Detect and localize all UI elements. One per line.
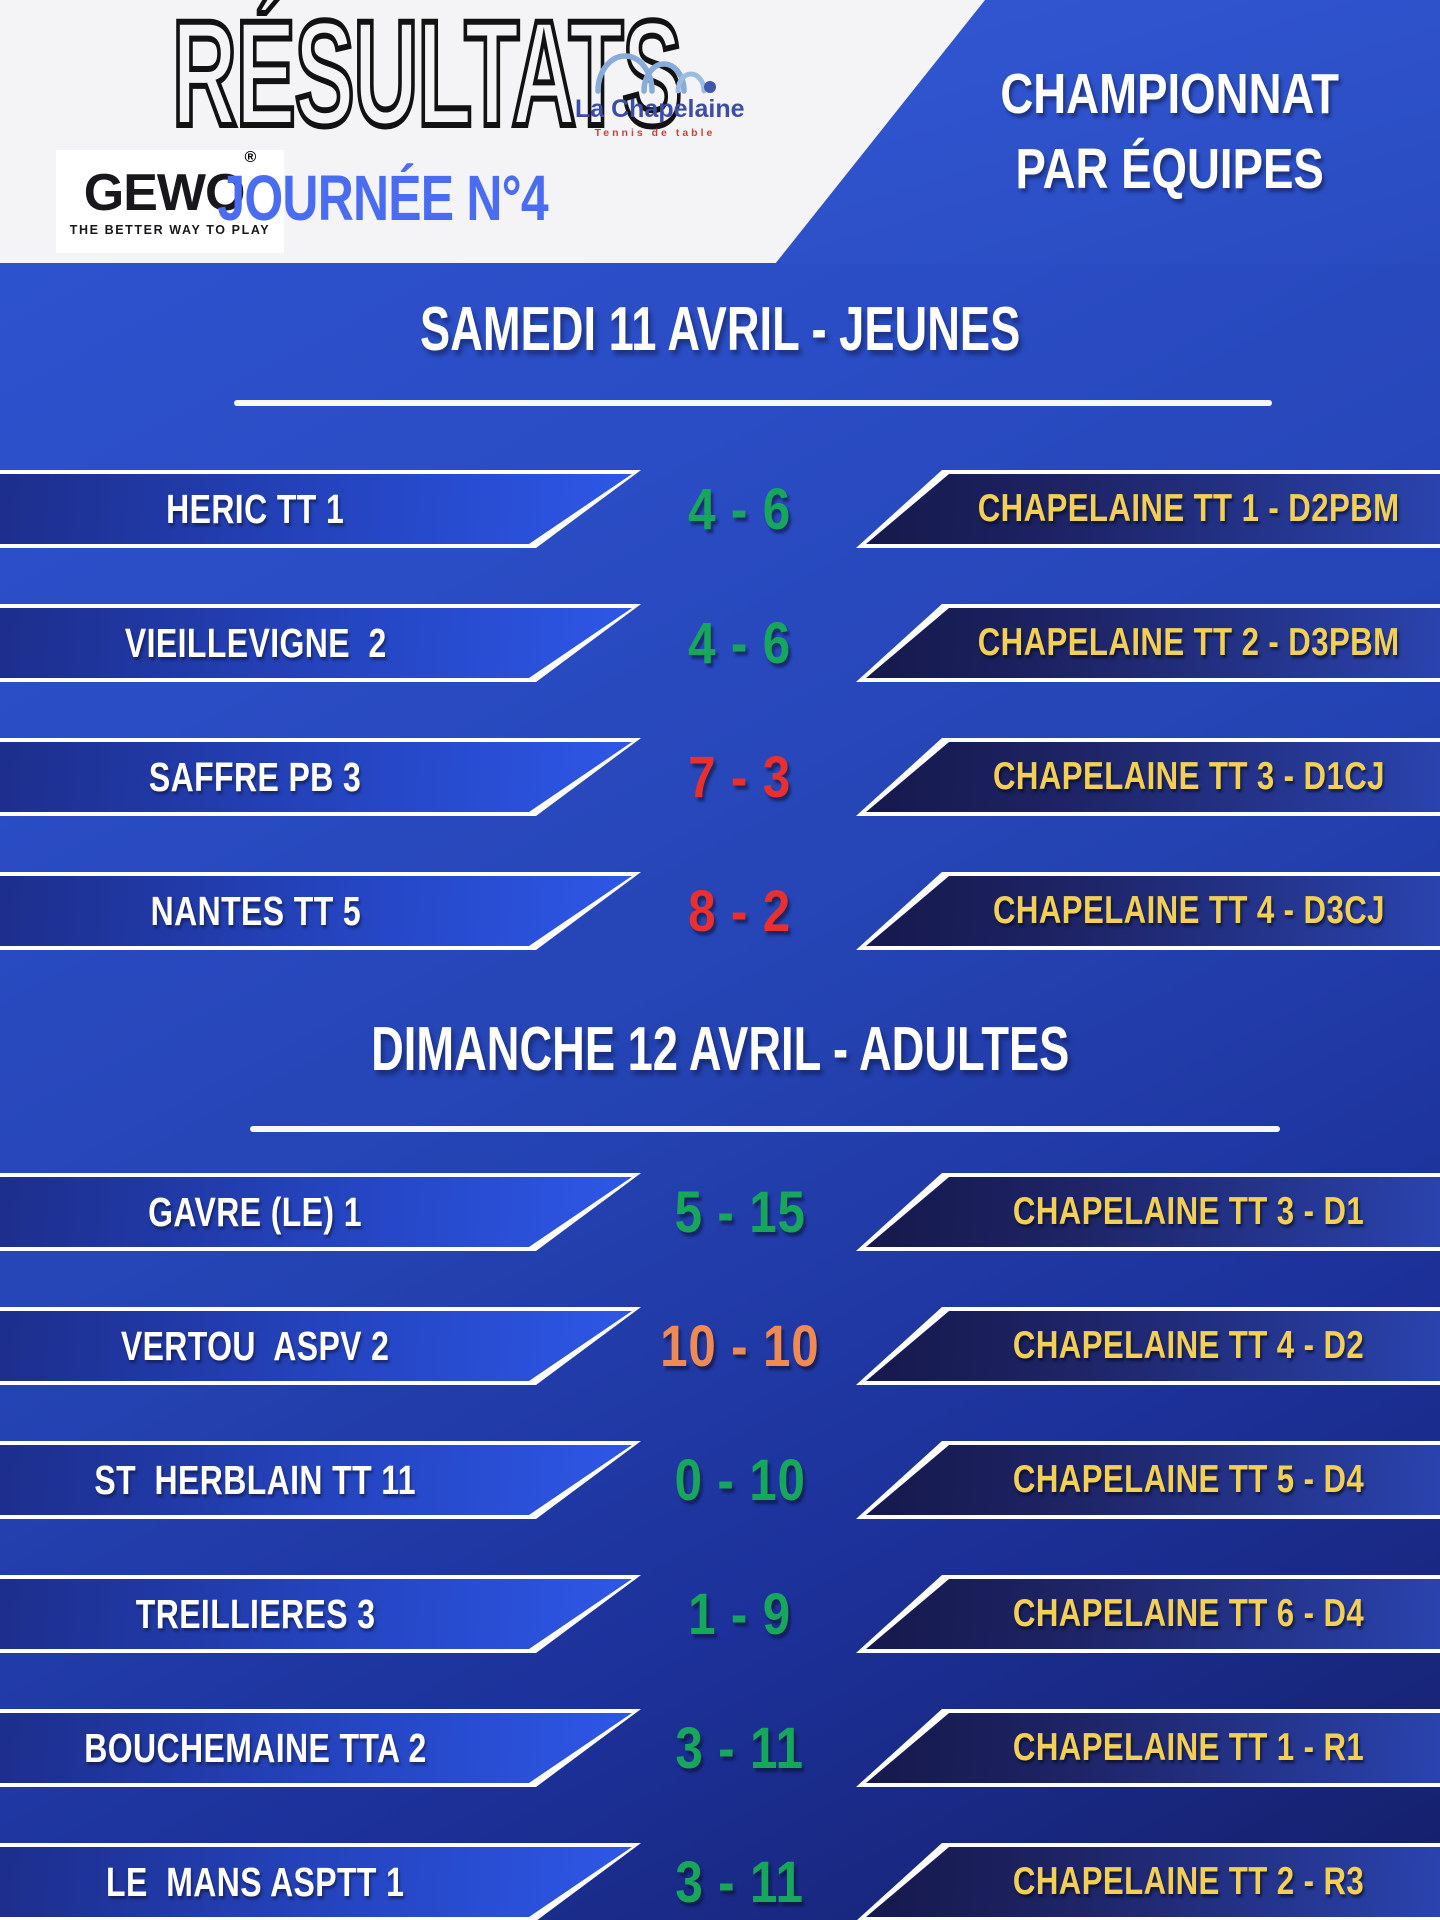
home-team-name: ST HERBLAIN TT 11	[94, 1456, 417, 1503]
section-jeunes-rows: HERIC TT 1 4 - 6 CHAPELAINE TT 1 - D2PBM…	[0, 470, 1440, 1006]
score-value: 7 - 3	[688, 744, 792, 810]
competition-line2: PAR ÉQUIPES	[1015, 137, 1325, 201]
away-team-name: CHAPELAINE TT 3 - D1CJ	[993, 755, 1385, 798]
sponsor-tagline: THE BETTER WAY TO PLAY	[69, 222, 271, 237]
away-team-banner: CHAPELAINE TT 6 - D4	[856, 1575, 1440, 1653]
home-team-banner: TREILLIERES 3	[0, 1575, 641, 1653]
score: 4 - 6	[620, 604, 860, 682]
away-team-banner: CHAPELAINE TT 2 - D3PBM	[856, 604, 1440, 682]
score-value: 3 - 11	[675, 1849, 805, 1915]
away-team-banner: CHAPELAINE TT 5 - D4	[856, 1441, 1440, 1519]
sponsor-logo: GEWO® THE BETTER WAY TO PLAY	[56, 148, 284, 253]
away-team-banner: CHAPELAINE TT 3 - D1CJ	[856, 738, 1440, 816]
score: 10 - 10	[620, 1307, 860, 1385]
section-title-adultes: DIMANCHE 12 AVRIL - ADULTES	[370, 1015, 1070, 1084]
club-logo: La Chapelaine Tennis de table	[575, 15, 745, 150]
match-row: GAVRE (LE) 1 5 - 15 CHAPELAINE TT 3 - D1	[0, 1173, 1440, 1251]
club-subtitle: Tennis de table	[594, 127, 716, 139]
score-value: 4 - 6	[688, 476, 792, 542]
away-team-name: CHAPELAINE TT 4 - D3CJ	[993, 889, 1385, 932]
score-value: 5 - 15	[674, 1179, 806, 1245]
home-team-name: GAVRE (LE) 1	[148, 1188, 363, 1235]
home-team-banner: ST HERBLAIN TT 11	[0, 1441, 641, 1519]
home-team-banner: GAVRE (LE) 1	[0, 1173, 641, 1251]
away-team-name: CHAPELAINE TT 2 - D3PBM	[978, 621, 1400, 664]
home-team-banner: SAFFRE PB 3	[0, 738, 641, 816]
section-divider	[234, 400, 1272, 406]
club-logo-icon	[595, 53, 716, 94]
home-team-banner: VERTOU ASPV 2	[0, 1307, 641, 1385]
score: 4 - 6	[620, 470, 860, 548]
away-team-banner: CHAPELAINE TT 4 - D3CJ	[856, 872, 1440, 950]
away-team-banner: CHAPELAINE TT 1 - R1	[856, 1709, 1440, 1787]
match-row: VIEILLEVIGNE 2 4 - 6 CHAPELAINE TT 2 - D…	[0, 604, 1440, 682]
away-team-banner: CHAPELAINE TT 1 - D2PBM	[856, 470, 1440, 548]
away-team-name: CHAPELAINE TT 1 - D2PBM	[978, 487, 1400, 530]
home-team-name: SAFFRE PB 3	[149, 753, 362, 800]
competition-banner: CHAMPIONNAT PAR ÉQUIPES	[775, 0, 1440, 264]
matchday-label: JOURNÉE N°4	[217, 161, 548, 234]
home-team-banner: LE MANS ASPTT 1	[0, 1843, 641, 1920]
page-title: RÉSULTATS	[170, 0, 684, 157]
score: 7 - 3	[620, 738, 860, 816]
away-team-banner: CHAPELAINE TT 2 - R3	[856, 1843, 1440, 1920]
club-name: La Chapelaine	[575, 95, 745, 123]
match-row: NANTES TT 5 8 - 2 CHAPELAINE TT 4 - D3CJ	[0, 872, 1440, 950]
home-team-name: VERTOU ASPV 2	[121, 1322, 390, 1369]
home-team-name: TREILLIERES 3	[135, 1590, 376, 1637]
score-value: 4 - 6	[688, 610, 792, 676]
home-team-banner: HERIC TT 1	[0, 470, 641, 548]
score-value: 0 - 10	[674, 1447, 806, 1513]
score-value: 1 - 9	[688, 1581, 792, 1647]
away-team-name: CHAPELAINE TT 6 - D4	[1013, 1592, 1365, 1635]
score-value: 10 - 10	[660, 1313, 820, 1379]
away-team-banner: CHAPELAINE TT 3 - D1	[856, 1173, 1440, 1251]
match-row: SAFFRE PB 3 7 - 3 CHAPELAINE TT 3 - D1CJ	[0, 738, 1440, 816]
home-team-banner: BOUCHEMAINE TTA 2	[0, 1709, 641, 1787]
section-divider	[250, 1126, 1280, 1132]
away-team-name: CHAPELAINE TT 4 - D2	[1013, 1324, 1365, 1367]
match-row: VERTOU ASPV 2 10 - 10 CHAPELAINE TT 4 - …	[0, 1307, 1440, 1385]
score: 8 - 2	[620, 872, 860, 950]
score-value: 3 - 11	[675, 1715, 805, 1781]
score: 3 - 11	[620, 1843, 860, 1920]
away-team-banner: CHAPELAINE TT 4 - D2	[856, 1307, 1440, 1385]
match-row: LE MANS ASPTT 1 3 - 11 CHAPELAINE TT 2 -…	[0, 1843, 1440, 1920]
match-row: TREILLIERES 3 1 - 9 CHAPELAINE TT 6 - D4	[0, 1575, 1440, 1653]
home-team-name: LE MANS ASPTT 1	[106, 1858, 405, 1905]
home-team-name: NANTES TT 5	[150, 887, 361, 934]
section-adultes-rows: GAVRE (LE) 1 5 - 15 CHAPELAINE TT 3 - D1…	[0, 1173, 1440, 1920]
home-team-name: HERIC TT 1	[166, 485, 345, 532]
score: 5 - 15	[620, 1173, 860, 1251]
section-title-jeunes: SAMEDI 11 AVRIL - JEUNES	[419, 295, 1021, 364]
home-team-banner: NANTES TT 5	[0, 872, 641, 950]
competition-line1: CHAMPIONNAT	[1000, 61, 1340, 126]
score: 0 - 10	[620, 1441, 860, 1519]
sponsor-name: GEWO®	[83, 148, 257, 222]
away-team-name: CHAPELAINE TT 5 - D4	[1013, 1458, 1365, 1501]
away-team-name: CHAPELAINE TT 1 - R1	[1013, 1726, 1365, 1769]
match-row: ST HERBLAIN TT 11 0 - 10 CHAPELAINE TT 5…	[0, 1441, 1440, 1519]
registered-mark-icon: ®	[244, 148, 257, 166]
match-row: BOUCHEMAINE TTA 2 3 - 11 CHAPELAINE TT 1…	[0, 1709, 1440, 1787]
score-value: 8 - 2	[688, 878, 792, 944]
away-team-name: CHAPELAINE TT 2 - R3	[1013, 1860, 1365, 1903]
away-team-name: CHAPELAINE TT 3 - D1	[1013, 1190, 1365, 1233]
home-team-name: VIEILLEVIGNE 2	[124, 619, 387, 666]
home-team-banner: VIEILLEVIGNE 2	[0, 604, 641, 682]
score: 3 - 11	[620, 1709, 860, 1787]
match-row: HERIC TT 1 4 - 6 CHAPELAINE TT 1 - D2PBM	[0, 470, 1440, 548]
home-team-name: BOUCHEMAINE TTA 2	[84, 1724, 427, 1771]
score: 1 - 9	[620, 1575, 860, 1653]
